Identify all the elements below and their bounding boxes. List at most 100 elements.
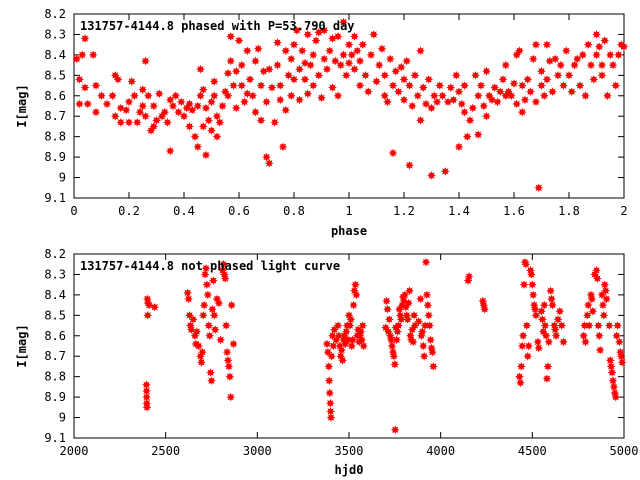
phased-data-point: [605, 50, 615, 60]
unphased-data-point: [202, 280, 212, 290]
phased-data-point: [572, 54, 582, 64]
phased-data-point: [355, 56, 365, 66]
phased-data-point: [526, 87, 535, 97]
phased-data-point: [190, 132, 200, 142]
phased-data-point: [207, 126, 216, 135]
phased-data-point: [234, 36, 244, 45]
phased-y-tick-label: 8.4: [44, 48, 66, 62]
unphased-data-point: [400, 290, 410, 300]
phased-data-point: [421, 99, 431, 109]
phased-x-tick-label: 0.4: [173, 204, 195, 218]
phased-y-tick-label: 8.2: [44, 7, 66, 21]
phased-data-point: [242, 46, 252, 56]
phased-data-point: [559, 81, 568, 90]
unphased-data-point: [409, 310, 419, 320]
unphased-chart-title: 131757-4144.8 not phased light curve: [80, 259, 340, 273]
phased-data-point: [226, 56, 236, 66]
phased-data-point: [482, 66, 491, 76]
phased-data-point: [275, 95, 285, 105]
phased-data-point: [231, 66, 241, 76]
phased-data-point: [531, 40, 541, 50]
phased-x-tick-label: 0.8: [283, 204, 305, 218]
phased-data-point: [592, 50, 601, 60]
unphased-data-point: [533, 337, 543, 347]
phased-data-point: [468, 103, 478, 113]
phased-data-point: [341, 70, 351, 80]
phased-data-point: [498, 75, 508, 84]
phased-data-point: [165, 95, 175, 105]
phased-data-point: [603, 91, 612, 101]
phased-y-tick-label: 8.8: [44, 130, 66, 144]
phased-data-point: [515, 46, 524, 56]
phased-data-point: [482, 111, 491, 121]
phased-data-point: [575, 81, 585, 90]
unphased-y-tick-label: 8.2: [44, 247, 66, 261]
unphased-data-point: [197, 358, 206, 367]
unphased-data-point: [150, 302, 160, 312]
phased-data-point: [102, 99, 112, 109]
phased-data-point: [418, 83, 428, 92]
phased-data-point: [374, 60, 384, 70]
phased-data-point: [542, 40, 552, 50]
unphased-data-point: [206, 368, 215, 377]
phased-data-point: [454, 87, 464, 97]
unphased-data-point: [192, 327, 202, 337]
phased-data-point: [597, 60, 607, 70]
phased-data-point: [171, 91, 181, 101]
unphased-x-tick-label: 3500: [335, 444, 364, 458]
phased-data-point: [372, 77, 381, 86]
unphased-data-point: [224, 362, 234, 371]
phased-data-point: [281, 105, 291, 115]
phased-data-point: [229, 81, 238, 90]
phased-data-point: [174, 107, 183, 117]
unphased-data-point: [582, 310, 592, 320]
phased-data-point: [517, 81, 527, 90]
phased-data-point: [152, 115, 161, 125]
phased-data-point: [201, 150, 211, 160]
phased-y-tick-label: 9: [59, 171, 66, 185]
phased-data-point: [256, 81, 266, 90]
unphased-data-point: [356, 327, 366, 337]
unphased-data-point: [384, 315, 394, 324]
phased-data-point: [380, 70, 390, 80]
unphased-x-tick-label: 4500: [518, 444, 547, 458]
unphased-data-point: [527, 270, 536, 279]
phased-data-point: [413, 91, 423, 101]
unphased-data-point: [516, 378, 525, 388]
phased-data-point: [168, 101, 178, 111]
phased-data-point: [292, 26, 302, 35]
phased-data-point: [270, 118, 280, 127]
phased-y-tick-label: 8.5: [44, 68, 66, 82]
phased-data-point: [91, 81, 101, 90]
phased-data-point: [275, 81, 285, 90]
unphased-data-point: [142, 386, 151, 396]
phased-data-point: [567, 87, 577, 97]
unphased-data-point: [421, 257, 431, 267]
unphased-data-point: [208, 304, 217, 314]
phased-data-point: [583, 40, 593, 50]
phased-data-point: [355, 81, 365, 90]
phased-data-point: [476, 81, 486, 90]
unphased-data-point: [419, 351, 429, 361]
unphased-y-axis-label: I[mag]: [15, 324, 29, 367]
unphased-data-point: [608, 376, 618, 386]
phased-data-point: [306, 60, 315, 70]
phased-data-point: [311, 36, 321, 45]
phased-data-point: [135, 107, 145, 117]
phased-data-point: [460, 81, 469, 90]
unphased-data-point: [346, 315, 356, 324]
unphased-data-point: [349, 300, 358, 310]
phased-data-point: [303, 89, 313, 99]
phased-data-point: [209, 77, 219, 86]
phased-data-point: [295, 95, 304, 105]
phased-data-point: [570, 60, 579, 70]
unphased-data-point: [209, 310, 219, 320]
unphased-data-point: [515, 372, 524, 382]
unphased-data-point: [225, 372, 235, 382]
phased-data-point: [537, 81, 546, 90]
unphased-data-point: [428, 362, 438, 371]
unphased-y-tick-label: 9: [59, 411, 66, 425]
phased-data-point: [160, 107, 170, 117]
unphased-data-point: [394, 321, 403, 330]
unphased-data-point: [543, 362, 553, 371]
